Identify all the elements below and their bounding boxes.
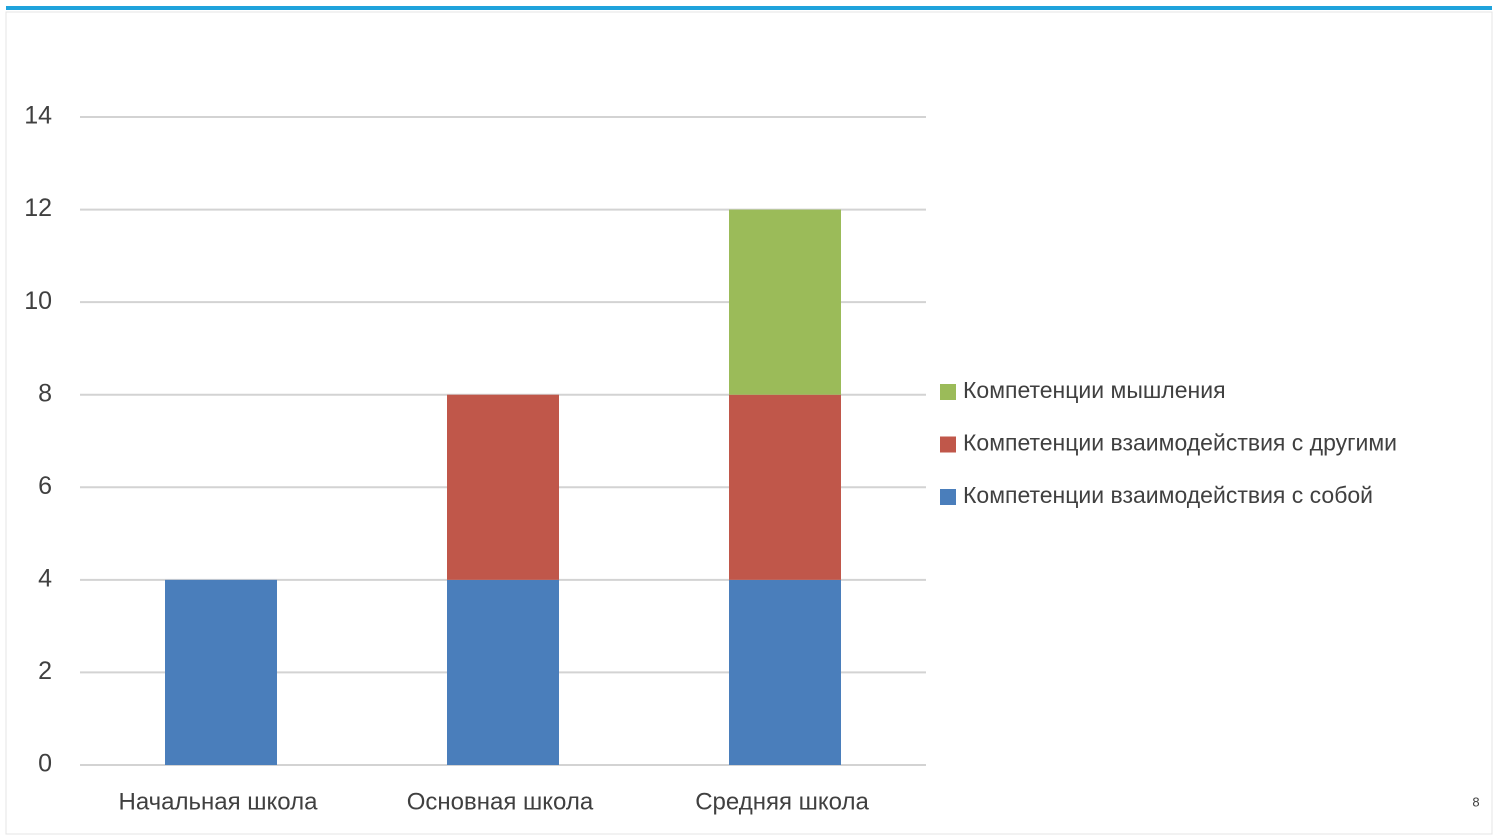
legend-label: Компетенции взаимодействия с собой (963, 482, 1373, 508)
x-tick-label: Начальная школа (119, 788, 319, 815)
page-number: 8 (1472, 794, 1479, 809)
y-tick-label: 2 (38, 657, 52, 685)
bar-segment (729, 395, 841, 580)
bar-segment (447, 580, 559, 765)
x-tick-label: Основная школа (407, 788, 594, 815)
y-tick-label: 8 (38, 379, 52, 407)
legend-label: Компетенции взаимодействия с другими (963, 430, 1397, 456)
y-tick-label: 12 (24, 194, 52, 222)
legend-swatch (940, 437, 956, 453)
x-tick-label: Средняя школа (695, 788, 869, 815)
bar-segment (447, 395, 559, 580)
bar-segment (165, 580, 277, 765)
slide: 8 0 2 4 6 8 10 12 14 Начальная школа Основная шко… (0, 0, 1495, 835)
y-tick-label: 14 (24, 102, 52, 130)
y-tick-label: 6 (38, 472, 52, 500)
bar-segment (729, 580, 841, 765)
legend-label: Компетенции мышления (963, 377, 1226, 403)
top-accent (6, 6, 1492, 10)
y-tick-label: 4 (38, 564, 52, 592)
legend-swatch (940, 489, 956, 505)
y-tick-label: 10 (24, 287, 52, 315)
legend-swatch (940, 384, 956, 400)
y-tick-label: 0 (38, 750, 52, 778)
bar-segment (729, 210, 841, 395)
